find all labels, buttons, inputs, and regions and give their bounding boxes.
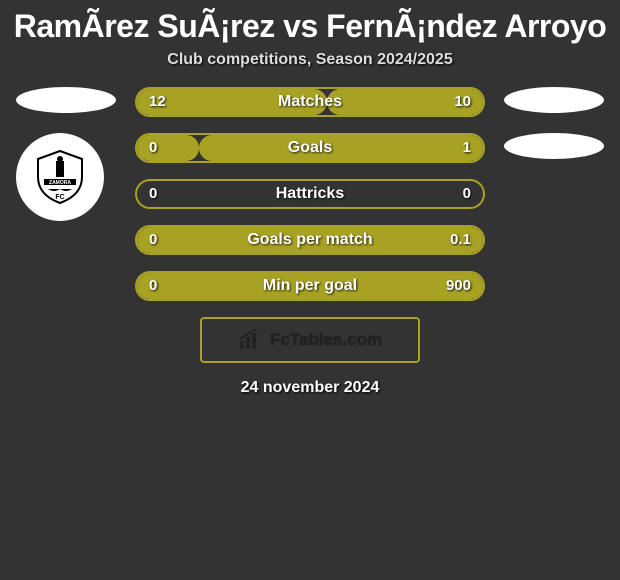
chart-icon — [238, 329, 264, 351]
stat-row: 0Min per goal900 — [135, 271, 485, 301]
stat-right-value: 900 — [446, 273, 471, 299]
stat-right-value: 10 — [454, 89, 471, 115]
club-avatar-right — [504, 133, 604, 159]
stat-label: Matches — [137, 89, 483, 115]
stat-label: Min per goal — [137, 273, 483, 299]
stat-right-value: 0 — [463, 181, 471, 207]
club-badge-left: ZAMORA FC — [16, 133, 104, 221]
right-avatar-column — [504, 87, 604, 179]
main-area: ZAMORA FC 12Matches100Goals10Hattricks00… — [0, 87, 620, 397]
brand-text: FcTables.com — [270, 330, 382, 350]
stat-right-value: 0.1 — [450, 227, 471, 253]
left-avatar-column: ZAMORA FC — [16, 87, 116, 221]
club-crest-icon: ZAMORA FC — [30, 147, 90, 207]
stat-row: 0Goals per match0.1 — [135, 225, 485, 255]
stat-label: Goals per match — [137, 227, 483, 253]
stat-right-value: 1 — [463, 135, 471, 161]
stat-row: 12Matches10 — [135, 87, 485, 117]
svg-text:FC: FC — [55, 194, 64, 201]
stat-rows: 12Matches100Goals10Hattricks00Goals per … — [135, 87, 485, 301]
stat-label: Goals — [137, 135, 483, 161]
brand-box: FcTables.com — [200, 317, 420, 363]
stat-label: Hattricks — [137, 181, 483, 207]
stat-row: 0Hattricks0 — [135, 179, 485, 209]
page: RamÃ­rez SuÃ¡rez vs FernÃ¡ndez Arroyo Cl… — [0, 0, 620, 397]
player-avatar-left — [16, 87, 116, 113]
stat-row: 0Goals1 — [135, 133, 485, 163]
page-title: RamÃ­rez SuÃ¡rez vs FernÃ¡ndez Arroyo — [0, 0, 620, 51]
footer-date: 24 november 2024 — [0, 375, 620, 397]
player-avatar-right — [504, 87, 604, 113]
page-subtitle: Club competitions, Season 2024/2025 — [0, 51, 620, 87]
svg-text:ZAMORA: ZAMORA — [49, 180, 71, 186]
